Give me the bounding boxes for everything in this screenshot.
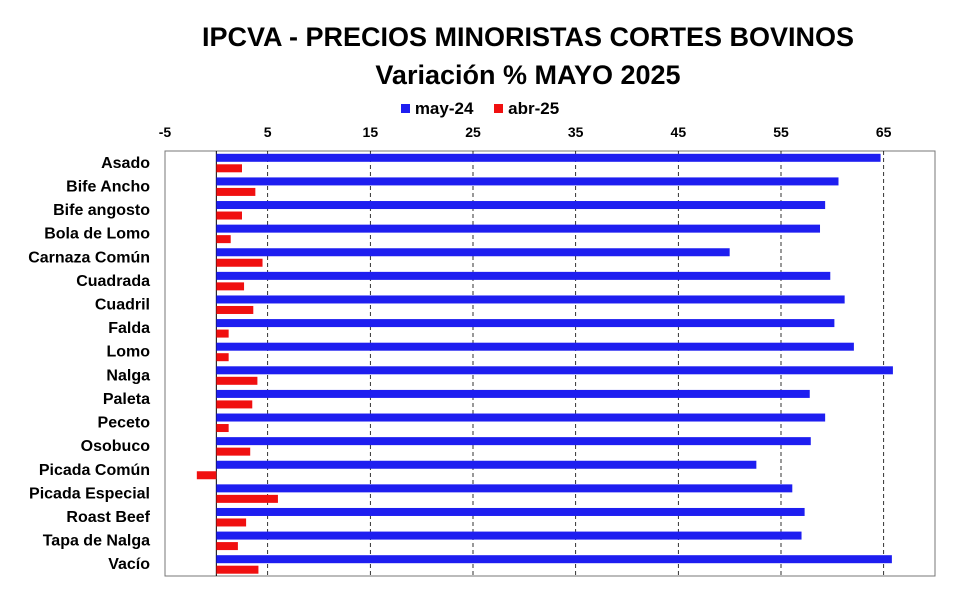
bar-may-24 (216, 437, 811, 446)
bar-abr-25 (216, 400, 253, 409)
category-label: Nalga (106, 367, 150, 384)
bar-may-24 (216, 271, 831, 280)
legend-label-may-24: may-24 (414, 99, 474, 118)
bar-may-24 (216, 507, 805, 516)
category-label: Picada Común (39, 462, 150, 479)
category-label: Bola de Lomo (44, 226, 150, 243)
bar-abr-25 (216, 424, 229, 433)
x-tick-label: 25 (465, 124, 481, 140)
category-label: Peceto (98, 415, 151, 432)
bar-may-24 (216, 366, 893, 375)
x-tick-label: 45 (671, 124, 687, 140)
category-label: Bife Ancho (66, 178, 150, 195)
legend-swatch-may-24 (400, 104, 410, 113)
legend-item-abr-25: abr-25 (494, 99, 559, 119)
bar-abr-25 (216, 565, 259, 574)
chart-title: IPCVA - PRECIOS MINORISTAS CORTES BOVINO… (201, 22, 855, 52)
x-tick-label: -5 (159, 124, 172, 140)
legend-label-abr-25: abr-25 (508, 99, 560, 118)
bar-may-24 (216, 201, 826, 210)
bar-may-24 (216, 555, 892, 564)
bar-may-24 (216, 484, 793, 493)
category-label: Paleta (103, 391, 150, 408)
bar-abr-25 (216, 447, 251, 456)
bar-abr-25 (216, 542, 238, 551)
bar-abr-25 (216, 258, 263, 267)
bar-abr-25 (216, 187, 256, 196)
category-label: Carnaza Común (28, 249, 150, 266)
category-label: Roast Beef (66, 509, 150, 526)
bar-abr-25 (216, 353, 229, 362)
plot-area (164, 150, 936, 577)
bar-abr-25 (216, 494, 278, 503)
legend-item-may-24: may-24 (400, 99, 474, 119)
bar-may-24 (216, 389, 810, 398)
x-tick-label: 55 (773, 124, 789, 140)
bar-may-24 (216, 342, 854, 351)
bar-abr-25 (216, 376, 258, 385)
x-tick-label: 15 (363, 124, 379, 140)
bar-may-24 (216, 460, 757, 469)
category-label: Asado (101, 155, 150, 172)
category-label: Cuadrada (76, 273, 150, 290)
category-label: Falda (108, 320, 150, 337)
bar-abr-25 (216, 282, 245, 291)
bar-abr-25 (196, 471, 217, 480)
category-label: Osobuco (81, 438, 151, 455)
bar-abr-25 (216, 211, 242, 220)
bar-may-24 (216, 177, 839, 186)
legend-swatch-abr-25 (494, 104, 504, 113)
bar-may-24 (216, 248, 730, 257)
bar-may-24 (216, 295, 845, 304)
category-label: Vacío (108, 556, 150, 573)
bar-may-24 (216, 224, 821, 233)
bar-may-24 (216, 319, 835, 328)
category-label: Lomo (106, 344, 150, 361)
x-tick-label: 65 (876, 124, 892, 140)
category-label: Tapa de Nalga (43, 533, 150, 550)
bar-may-24 (216, 531, 802, 540)
chart-subtitle: Variación % MAYO 2025 (375, 60, 681, 90)
x-tick-label: 5 (264, 124, 272, 140)
bar-may-24 (216, 153, 881, 162)
bar-abr-25 (216, 235, 231, 244)
category-label: Cuadril (95, 296, 150, 313)
x-tick-label: 35 (568, 124, 584, 140)
bar-abr-25 (216, 329, 229, 338)
bar-abr-25 (216, 518, 247, 527)
bar-abr-25 (216, 164, 242, 173)
category-label: Bife angosto (53, 202, 150, 219)
category-label: Picada Especial (29, 485, 150, 502)
bar-abr-25 (216, 305, 254, 314)
legend: may-24 abr-25 (0, 99, 960, 119)
bar-may-24 (216, 413, 826, 422)
